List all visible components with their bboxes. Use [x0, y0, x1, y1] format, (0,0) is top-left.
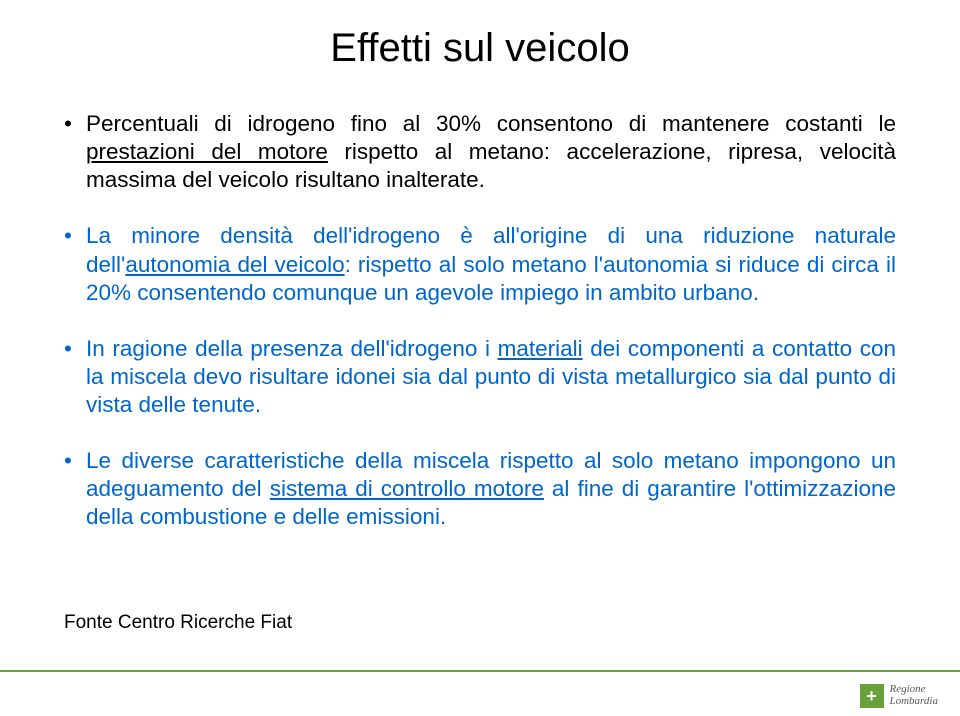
bullet-text: Percentuali di idrogeno fino al 30% cons… [86, 110, 896, 194]
bullet-marker: • [64, 110, 76, 138]
bullet-text: Le diverse caratteristiche della miscela… [86, 447, 896, 531]
source-line: Fonte Centro Ricerche Fiat [64, 612, 292, 634]
bullet-marker: • [64, 447, 76, 475]
content-area: • Percentuali di idrogeno fino al 30% co… [64, 110, 896, 560]
regione-lombardia-logo: + Regione Lombardia [860, 684, 939, 708]
bullet-item: • In ragione della presenza dell'idrogen… [64, 335, 896, 419]
text-segment: In ragione della presenza dell'idrogeno … [86, 336, 498, 361]
bullet-item: • La minore densità dell'idrogeno è all'… [64, 222, 896, 306]
slide-title: Effetti sul veicolo [0, 26, 960, 71]
underline-term: autonomia del veicolo [125, 252, 344, 277]
logo-mark: + [860, 684, 884, 708]
slide: Effetti sul veicolo • Percentuali di idr… [0, 0, 960, 716]
bullet-text: In ragione della presenza dell'idrogeno … [86, 335, 896, 419]
footer-divider [0, 670, 960, 672]
bullet-item: • Le diverse caratteristiche della misce… [64, 447, 896, 531]
bullet-text: La minore densità dell'idrogeno è all'or… [86, 222, 896, 306]
bullet-marker: • [64, 335, 76, 363]
underline-term: prestazioni del motore [86, 139, 328, 164]
underline-term: sistema di controllo motore [270, 476, 544, 501]
logo-line2: Lombardia [890, 696, 939, 708]
plus-icon: + [866, 687, 877, 705]
bullet-marker: • [64, 222, 76, 250]
underline-term: materiali [498, 336, 583, 361]
text-segment: Percentuali di idrogeno fino al 30% cons… [86, 111, 896, 136]
logo-text: Regione Lombardia [890, 684, 939, 707]
bullet-item: • Percentuali di idrogeno fino al 30% co… [64, 110, 896, 194]
